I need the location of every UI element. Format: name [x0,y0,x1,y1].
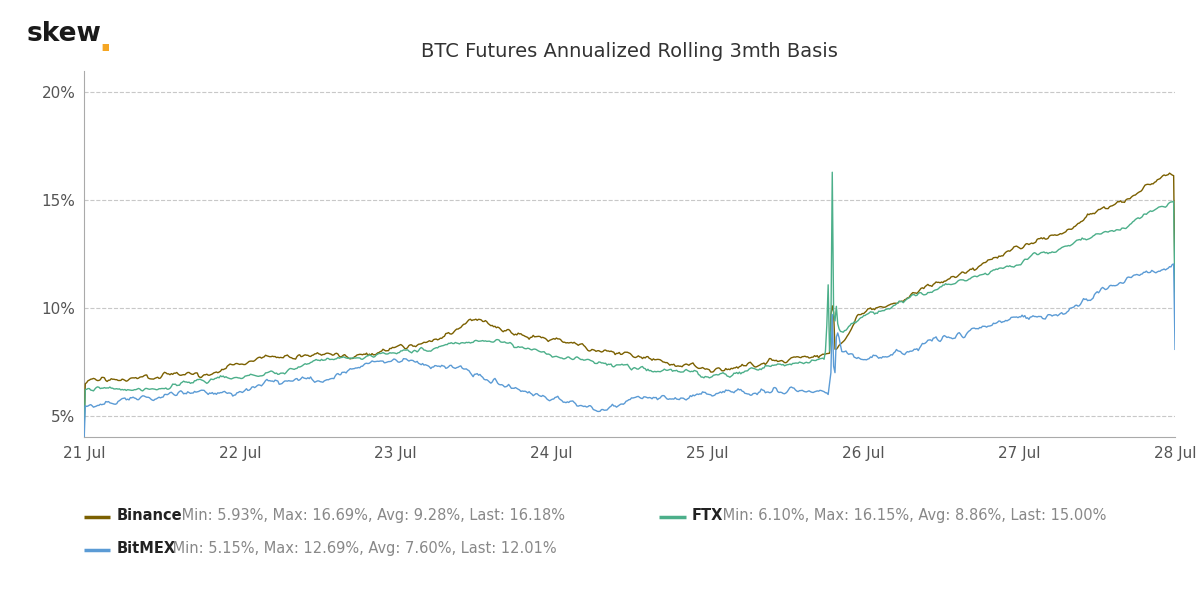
Text: Min: 6.10%, Max: 16.15%, Avg: 8.86%, Last: 15.00%: Min: 6.10%, Max: 16.15%, Avg: 8.86%, Las… [718,508,1107,523]
Text: Min: 5.15%, Max: 12.69%, Avg: 7.60%, Last: 12.01%: Min: 5.15%, Max: 12.69%, Avg: 7.60%, Las… [168,541,556,556]
Text: Min: 5.93%, Max: 16.69%, Avg: 9.28%, Last: 16.18%: Min: 5.93%, Max: 16.69%, Avg: 9.28%, Las… [176,508,565,523]
Text: .: . [98,24,112,58]
Text: Binance: Binance [116,508,182,523]
Text: skew: skew [26,21,101,47]
Text: BitMEX: BitMEX [116,541,175,556]
Title: BTC Futures Annualized Rolling 3mth Basis: BTC Futures Annualized Rolling 3mth Basi… [421,42,838,61]
Text: FTX: FTX [692,508,723,523]
